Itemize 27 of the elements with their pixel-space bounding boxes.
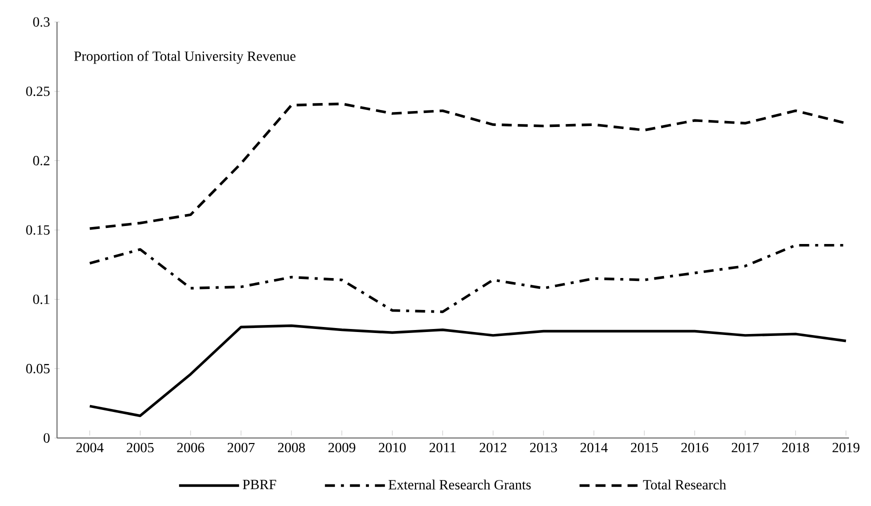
x-tick-label: 2019 (832, 442, 860, 452)
y-tick-label: 0.15 (26, 225, 50, 235)
y-axis-title: Proportion of Total University Revenue (74, 50, 296, 64)
x-tick-label: 2006 (177, 442, 204, 452)
x-tick-label: 2011 (430, 442, 456, 452)
x-tick-label: 2012 (480, 442, 506, 452)
x-tick-label: 2004 (76, 442, 104, 452)
x-tick-label: 2014 (580, 442, 608, 452)
y-tick-label: 0 (44, 433, 50, 443)
legend-label: External Research Grants (388, 480, 531, 490)
legend-label: Total Research (643, 480, 726, 490)
x-tick-label: 2010 (378, 442, 406, 452)
x-tick-label: 2015 (630, 442, 658, 452)
x-tick-label: 2007 (228, 442, 255, 452)
y-tick-label: 0.1 (33, 294, 50, 304)
x-tick-label: 2016 (681, 442, 708, 452)
y-tick-label: 0.3 (33, 17, 50, 27)
y-tick-label: 0.25 (26, 86, 50, 96)
y-tick-label: 0.2 (33, 156, 50, 166)
x-tick-label: 2017 (732, 442, 759, 452)
y-tick-label: 0.05 (26, 364, 50, 374)
x-tick-label: 2013 (530, 442, 557, 452)
legend-label: PBRF (242, 480, 276, 490)
x-tick-label: 2008 (278, 442, 305, 452)
x-tick-label: 2018 (782, 442, 810, 452)
x-tick-label: 2005 (126, 442, 154, 452)
x-tick-label: 2009 (328, 442, 356, 452)
